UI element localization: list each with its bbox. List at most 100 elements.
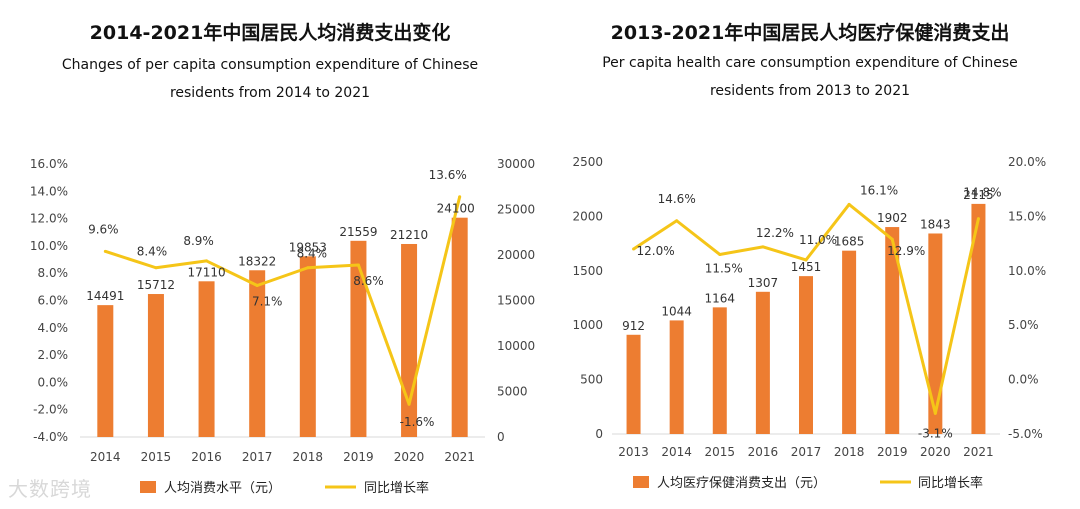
bar-value-label: 21210 — [390, 228, 428, 242]
y-tick-label-left: 4.0% — [38, 321, 69, 335]
y-tick-label-left: 0 — [595, 427, 603, 441]
legend-bar-label: 人均医疗保健消费支出（元） — [657, 476, 826, 491]
y-tick-label-right: 5000 — [497, 385, 528, 399]
bar-value-label: 1044 — [661, 304, 692, 318]
y-tick-label-right: 10.0% — [1008, 264, 1046, 278]
legend-line-label: 同比增长率 — [364, 480, 429, 496]
y-tick-label-left: 6.0% — [38, 294, 69, 308]
bar — [928, 233, 943, 434]
bar-value-label: 1451 — [791, 260, 822, 274]
x-tick-label: 2018 — [293, 450, 324, 464]
bar-value-label: 17110 — [187, 265, 225, 279]
line-value-label: -3.1% — [918, 426, 953, 440]
y-tick-label-right: 0.0% — [1008, 373, 1039, 387]
chart-panel-consumption: 2014-2021年中国居民人均消费支出变化 Changes of per ca… — [30, 22, 535, 496]
line-value-label: 16.1% — [860, 183, 898, 197]
line-value-label: 8.6% — [353, 274, 384, 288]
bar — [249, 270, 266, 437]
line-value-label: 8.4% — [137, 245, 168, 259]
line-value-label: 11.0% — [799, 233, 837, 247]
bar-value-label: 18322 — [238, 254, 276, 268]
line-point — [718, 252, 722, 256]
y-tick-label-right: 10000 — [497, 339, 535, 353]
y-tick-label-left: 1500 — [572, 264, 603, 278]
chart-subtitle-line2: residents from 2014 to 2021 — [169, 85, 371, 101]
line-point — [356, 263, 360, 267]
bar-value-label: 2115 — [963, 188, 994, 202]
bar-value-label: 21559 — [339, 225, 377, 239]
y-tick-label-left: 8.0% — [38, 266, 69, 280]
x-tick-label: 2014 — [90, 450, 121, 464]
line-point — [675, 219, 679, 223]
line-point — [847, 202, 851, 206]
line-value-label: 14.8% — [963, 186, 1001, 200]
x-tick-label: 2015 — [141, 450, 172, 464]
x-tick-label: 2020 — [394, 450, 425, 464]
y-tick-label-left: -2.0% — [33, 403, 68, 417]
line-value-label: 8.4% — [297, 247, 328, 261]
bar — [401, 243, 418, 437]
chart-panel-healthcare: 2013-2021年中国居民人均医疗保健消费支出 Per capita heal… — [540, 0, 1080, 509]
line-value-label: -1.6% — [400, 415, 435, 429]
bar-value-label: 1902 — [877, 211, 908, 225]
legend-bar-swatch — [633, 476, 649, 488]
bar — [669, 320, 684, 434]
bar — [451, 217, 468, 437]
bar — [842, 250, 857, 434]
bar-value-label: 15712 — [137, 278, 175, 292]
y-tick-label-right: 20000 — [497, 248, 535, 262]
bar — [799, 276, 813, 434]
y-tick-label-right: 0 — [497, 430, 505, 444]
y-tick-label-left: 500 — [580, 373, 603, 387]
line-point — [933, 411, 937, 415]
chart-svg: 2500 2000 1500 1000 500 0 20.0% 15.0% 10.0% 5.0% 0… — [572, 155, 1046, 491]
line-point — [761, 245, 765, 249]
bar-value-label: 1843 — [920, 217, 951, 231]
bar — [97, 305, 114, 437]
line-point — [976, 217, 980, 221]
bar — [755, 291, 770, 434]
x-tick-label: 2021 — [444, 450, 475, 464]
y-tick-label-right: 20.0% — [1008, 155, 1046, 169]
line-point — [458, 195, 462, 199]
bar — [147, 294, 164, 437]
y-tick-label-right: -5.0% — [1008, 427, 1043, 441]
bar — [350, 240, 367, 437]
bar — [885, 227, 900, 434]
x-tick-label: 2021 — [963, 445, 994, 459]
line-point — [804, 258, 808, 262]
x-tick-label: 2019 — [877, 445, 908, 459]
y-tick-label-left: 16.0% — [30, 157, 68, 171]
line-point — [103, 249, 107, 253]
line-point — [154, 266, 158, 270]
line-value-label: 12.2% — [756, 226, 794, 240]
y-tick-label-left: 12.0% — [30, 212, 68, 226]
chart-subtitle-line2: residents from 2013 to 2021 — [709, 83, 911, 99]
chart-title: 2013-2021年中国居民人均医疗保健消费支出 — [610, 22, 1010, 44]
line-point — [632, 247, 636, 251]
legend-bar-swatch — [140, 481, 156, 493]
line-value-label: 9.6% — [88, 222, 119, 236]
y-tick-label-right: 30000 — [497, 157, 535, 171]
line-point — [306, 266, 310, 270]
legend-line-label: 同比增长率 — [918, 475, 983, 491]
line-point — [890, 237, 894, 241]
y-tick-label-left: 2000 — [572, 209, 603, 223]
x-tick-label: 2019 — [343, 450, 374, 464]
line-value-label: 13.6% — [429, 168, 467, 182]
bar — [299, 256, 316, 437]
y-tick-label-left: 2.0% — [38, 348, 69, 362]
y-tick-label-left: -4.0% — [33, 430, 68, 444]
line-value-label: 12.9% — [887, 244, 925, 258]
bar-value-label: 1307 — [748, 276, 779, 290]
bar-value-label: 19853 — [289, 240, 327, 254]
bar-value-label: 912 — [622, 319, 645, 333]
line-point — [407, 402, 411, 406]
growth-rate-line — [104, 196, 462, 406]
line-value-label: 8.9% — [183, 234, 214, 248]
y-tick-label-left: 1000 — [572, 318, 603, 332]
bar — [626, 334, 641, 434]
bar-value-label: 14491 — [86, 289, 124, 303]
x-tick-label: 2013 — [618, 445, 649, 459]
bar — [198, 281, 215, 437]
